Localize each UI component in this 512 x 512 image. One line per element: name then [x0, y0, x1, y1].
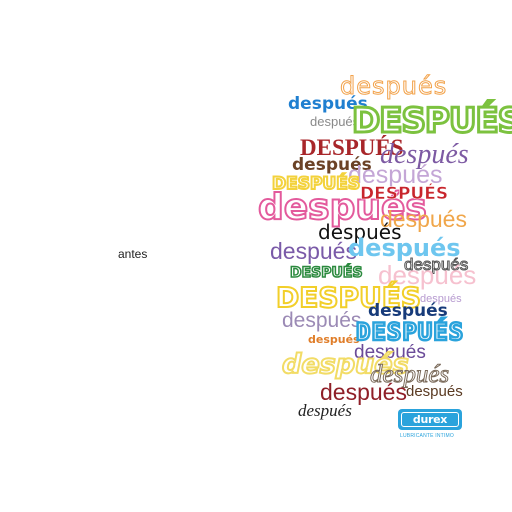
despues-word: después: [281, 349, 410, 380]
despues-word: después: [308, 333, 360, 346]
despues-word: después: [288, 94, 368, 114]
despues-word: después: [298, 401, 352, 420]
despues-word: DESPUÉS: [300, 135, 404, 160]
despues-word: después: [257, 187, 428, 228]
despues-word: después: [380, 139, 469, 170]
despues-word: DESPUÉS: [355, 318, 465, 346]
despues-word: después: [378, 260, 477, 290]
despues-word: después: [368, 301, 448, 321]
durex-logo: durex: [398, 409, 462, 430]
durex-logo-text: durex: [401, 412, 459, 427]
despues-word: después: [282, 309, 362, 332]
despues-word: DESPUÉS: [360, 184, 449, 204]
despues-word: después: [420, 293, 462, 305]
despues-word: después: [406, 383, 463, 400]
despues-word: después: [354, 342, 426, 363]
brand-tagline: LUBRICANTE INTIMO: [400, 433, 454, 439]
despues-word: después: [380, 206, 467, 232]
despues-word: después: [369, 361, 450, 388]
despues-word: DESPUÉS: [271, 174, 361, 194]
despues-word: después: [292, 155, 372, 175]
despues-word: después: [348, 234, 461, 262]
despues-word: después: [403, 255, 469, 274]
despues-word: después: [339, 72, 448, 100]
despues-word: después: [270, 238, 357, 264]
despues-word: DESPUÉS: [275, 281, 422, 314]
despues-word: después: [348, 161, 443, 189]
antes-label: antes: [118, 247, 148, 261]
despues-word: después: [310, 114, 360, 129]
despues-word: DESPUÉS: [289, 265, 363, 281]
despues-word: DESPUÉS: [350, 101, 512, 141]
despues-word: después: [320, 379, 407, 405]
despues-word: después: [318, 220, 402, 244]
